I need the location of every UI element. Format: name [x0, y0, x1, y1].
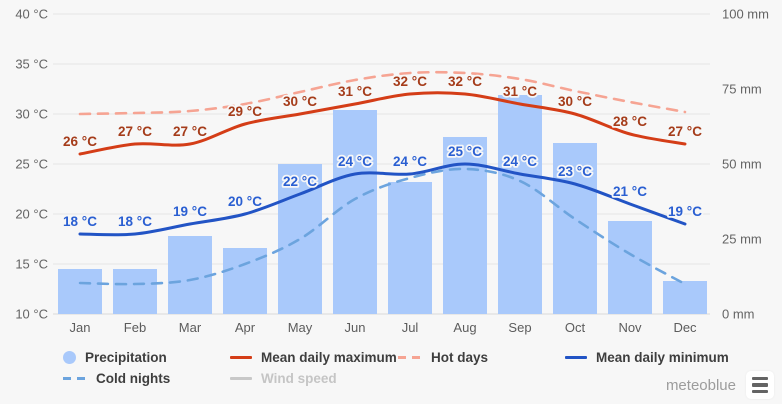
hamburger-menu-icon[interactable]: [746, 371, 774, 399]
svg-text:30 °C: 30 °C: [558, 94, 592, 109]
svg-text:18 °C: 18 °C: [63, 214, 97, 229]
svg-text:Sep: Sep: [508, 320, 531, 335]
svg-text:24 °C: 24 °C: [393, 154, 427, 169]
svg-text:0 mm: 0 mm: [722, 307, 755, 322]
legend-label: Wind speed: [261, 371, 337, 386]
svg-text:31 °C: 31 °C: [338, 84, 372, 99]
svg-text:25 °C: 25 °C: [15, 157, 48, 172]
svg-text:35 °C: 35 °C: [15, 57, 48, 72]
precipitation-swatch-icon: [63, 351, 76, 364]
svg-text:100 mm: 100 mm: [722, 7, 769, 22]
mean-daily-maximum-labels: 26 °C 27 °C 27 °C 29 °C 30 °C 31 °C 32 °C 32 °C…: [61, 72, 704, 151]
svg-text:23 °C: 23 °C: [558, 164, 592, 179]
chart-legend: Precipitation Mean daily maximum Hot day…: [63, 349, 729, 387]
climate-chart: 40 °C 35 °C 30 °C 25 °C 20 °C 15 °C 10 °C 100 m…: [15, 7, 769, 336]
legend-label: Mean daily minimum: [596, 350, 729, 365]
svg-text:31 °C: 31 °C: [503, 84, 537, 99]
svg-text:21 °C: 21 °C: [613, 184, 647, 199]
svg-text:Mar: Mar: [179, 320, 202, 335]
wind-speed-swatch-icon: [230, 377, 252, 380]
svg-text:29 °C: 29 °C: [228, 104, 262, 119]
svg-text:27 °C: 27 °C: [173, 124, 207, 139]
legend-item-hot-days[interactable]: Hot days: [398, 349, 565, 366]
svg-text:Jan: Jan: [70, 320, 91, 335]
svg-text:27 °C: 27 °C: [118, 124, 152, 139]
svg-text:Feb: Feb: [124, 320, 146, 335]
mean-daily-minimum-line: [78, 162, 687, 237]
svg-text:25 mm: 25 mm: [722, 232, 762, 247]
cold-nights-line: [78, 167, 687, 286]
svg-text:20 °C: 20 °C: [15, 207, 48, 222]
svg-text:28 °C: 28 °C: [613, 114, 647, 129]
precipitation-bars: [58, 95, 707, 314]
svg-text:10 °C: 10 °C: [15, 307, 48, 322]
footer-branding: meteoblue: [666, 371, 774, 399]
mean-daily-maximum-line: [78, 91, 687, 156]
svg-text:40 °C: 40 °C: [15, 7, 48, 22]
legend-item-precipitation[interactable]: Precipitation: [63, 349, 230, 366]
svg-text:15 °C: 15 °C: [15, 257, 48, 272]
svg-text:Aug: Aug: [453, 320, 476, 335]
y-axis-left-labels: 40 °C 35 °C 30 °C 25 °C 20 °C 15 °C 10 °C: [15, 7, 48, 322]
svg-text:24 °C: 24 °C: [338, 154, 372, 169]
hot-days-swatch-icon: [398, 356, 422, 359]
meteoblue-logo: meteoblue: [665, 376, 736, 394]
legend-item-wind-speed[interactable]: Wind speed: [230, 370, 398, 387]
svg-text:22 °C: 22 °C: [283, 174, 317, 189]
svg-text:25 °C: 25 °C: [448, 144, 482, 159]
legend-label: Mean daily maximum: [261, 350, 397, 365]
cold-nights-swatch-icon: [63, 377, 87, 380]
svg-text:19 °C: 19 °C: [173, 204, 207, 219]
legend-item-mean-daily-maximum[interactable]: Mean daily maximum: [230, 349, 398, 366]
gridlines: [53, 13, 710, 315]
svg-text:19 °C: 19 °C: [668, 204, 702, 219]
svg-text:Dec: Dec: [673, 320, 697, 335]
svg-text:30 °C: 30 °C: [283, 94, 317, 109]
svg-text:Oct: Oct: [565, 320, 586, 335]
legend-item-mean-daily-minimum[interactable]: Mean daily minimum: [565, 349, 729, 366]
mean-daily-minimum-swatch-icon: [565, 356, 587, 359]
legend-label: Cold nights: [96, 371, 171, 386]
svg-text:Nov: Nov: [618, 320, 642, 335]
svg-text:32 °C: 32 °C: [393, 74, 427, 89]
svg-text:24 °C: 24 °C: [503, 154, 537, 169]
svg-text:75 mm: 75 mm: [722, 82, 762, 97]
svg-text:18 °C: 18 °C: [118, 214, 152, 229]
hot-days-line: [78, 70, 687, 116]
svg-text:32 °C: 32 °C: [448, 74, 482, 89]
svg-text:30 °C: 30 °C: [15, 107, 48, 122]
svg-text:26 °C: 26 °C: [63, 134, 97, 149]
svg-text:20 °C: 20 °C: [228, 194, 262, 209]
x-axis-labels: Jan Feb Mar Apr May Jun Jul Aug Sep Oct Nov Dec: [70, 320, 698, 335]
svg-text:May: May: [288, 320, 313, 335]
legend-label: Hot days: [431, 350, 489, 365]
y-axis-right-labels: 100 mm 75 mm 50 mm 25 mm 0 mm: [722, 7, 769, 322]
legend-label: Precipitation: [85, 350, 167, 365]
svg-text:50 mm: 50 mm: [722, 157, 762, 172]
mean-daily-maximum-swatch-icon: [230, 356, 252, 359]
mean-daily-minimum-labels: 18 °C 18 °C 19 °C 20 °C 22 °C 24 °C 24 °C 25 °C…: [61, 142, 704, 231]
legend-item-cold-nights[interactable]: Cold nights: [63, 370, 230, 387]
svg-text:27 °C: 27 °C: [668, 124, 702, 139]
svg-text:Jul: Jul: [402, 320, 419, 335]
svg-text:Apr: Apr: [235, 320, 256, 335]
svg-text:Jun: Jun: [345, 320, 366, 335]
